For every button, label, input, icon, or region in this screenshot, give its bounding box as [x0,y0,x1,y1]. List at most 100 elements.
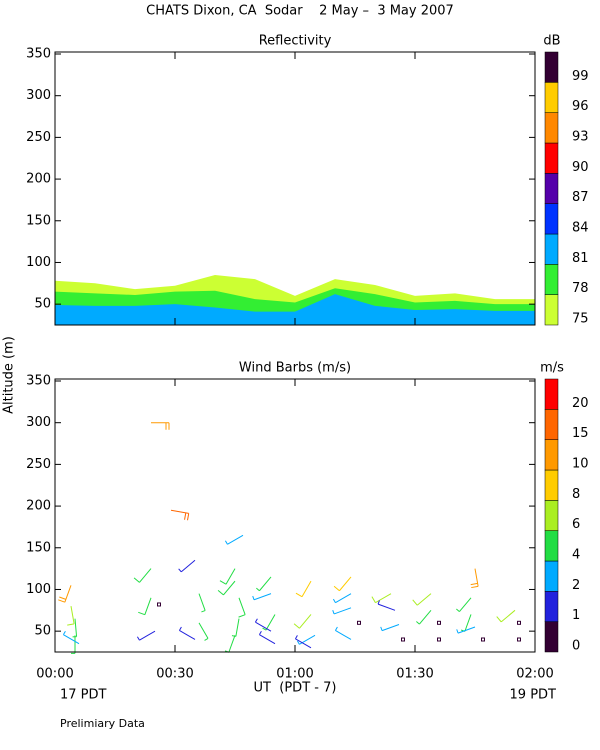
wind-barb [138,597,152,616]
wind-barb [294,635,312,649]
y-tick-label: 100 [26,255,51,270]
wind-barb [412,593,432,606]
y-tick-label: 250 [26,457,51,472]
wind-barb [470,568,479,589]
colorbar-label: 10 [572,457,589,472]
y-tick-label: 50 [34,297,51,312]
y-tick-label: 100 [26,582,51,597]
x-axis-label: UT (PDT - 7) [254,681,337,696]
plot-frame [54,51,536,326]
panel-title: Wind Barbs (m/s) [239,361,351,376]
wind-barb [224,534,244,545]
wind-barb [231,618,240,637]
x-tick-label: 00:30 [156,667,193,682]
wind-barb [178,559,196,573]
wind-barb [217,580,236,596]
wind-barb [136,630,156,641]
wind-barb [456,597,472,612]
colorbar-band [544,294,559,326]
wind-barb [333,576,352,592]
calm-marker [437,620,441,625]
wind-barb [170,509,190,521]
reflectivity-area [55,294,535,325]
wind-barb [198,593,206,613]
wind-barb [224,635,236,653]
colorbar-label: 99 [572,69,589,84]
wind-barb [416,609,432,625]
calm-marker [357,620,361,625]
footer-note: Prelimiary Data [60,717,145,730]
colorbar-label: 75 [572,312,589,327]
end-date-label: 19 PDT [510,688,557,703]
wind-barb [377,600,396,611]
wind-barb [332,593,352,604]
calm-marker [401,637,405,642]
colorbar-label: 81 [572,251,589,266]
y-tick-label: 250 [26,130,51,145]
colorbar-label: 87 [572,190,589,205]
colorbar-band [544,409,559,440]
colorbar-label: 78 [572,281,589,296]
wind-barb [58,585,72,603]
colorbar-band [544,173,559,204]
wind-barb [198,622,209,641]
colorbar-band [544,233,559,265]
x-tick-label: 01:00 [276,667,313,682]
wind-barb [238,597,246,618]
wind-barb [293,614,312,629]
wind-barb [67,606,75,626]
wind-barb [254,618,272,632]
colorbar-band [544,378,559,410]
panel-title: Reflectivity [259,34,332,49]
colorbar-label: 1 [572,608,580,623]
x-tick-label: 00:00 [36,667,73,682]
wind-barb [151,422,170,430]
wind-barb [262,614,276,631]
colorbar-band [544,591,559,622]
wind-barb [371,593,392,604]
y-tick-label: 200 [26,499,51,514]
colorbar-band [544,51,559,83]
colorbar-label: 0 [572,639,580,654]
x-tick-label: 02:00 [516,667,553,682]
wind-barb [133,568,152,583]
colorbar-band [544,560,559,592]
calm-marker [157,602,161,607]
colorbar-label: 90 [572,160,589,175]
colorbar-label: 15 [572,426,589,441]
colorbar-band [544,203,559,235]
wind-barb [71,635,76,654]
colorbar-label: 4 [572,548,580,563]
colorbar-band [544,439,559,471]
wind-barb [256,576,272,592]
wind-barb [296,634,316,645]
colorbar-unit: dB [543,34,560,49]
calm-marker [437,637,441,642]
calm-marker [481,637,485,642]
wind-barb [178,626,196,640]
colorbar-label: 20 [572,396,589,411]
calm-marker [517,620,521,625]
wind-barb [496,609,516,623]
colorbar-unit: m/s [540,361,564,376]
colorbar-label: 96 [572,99,589,114]
wind-barb [62,630,80,645]
colorbar-band [544,530,559,562]
y-tick-label: 150 [26,540,51,555]
colorbar-label: 84 [572,221,589,236]
start-date-label: 17 PDT [60,688,107,703]
colorbar-label: 8 [572,487,580,502]
colorbar-label: 6 [572,517,580,532]
colorbar-band [544,500,559,531]
y-tick-label: 300 [26,415,51,430]
colorbar-label: 2 [572,578,580,593]
wind-barb [295,580,312,598]
y-tick-label: 350 [26,47,51,62]
y-tick-label: 300 [26,88,51,103]
colorbar-band [544,621,559,653]
x-tick-label: 01:30 [396,667,433,682]
colorbar-band [544,82,559,113]
y-tick-label: 350 [26,374,51,389]
y-tick-label: 200 [26,172,51,187]
